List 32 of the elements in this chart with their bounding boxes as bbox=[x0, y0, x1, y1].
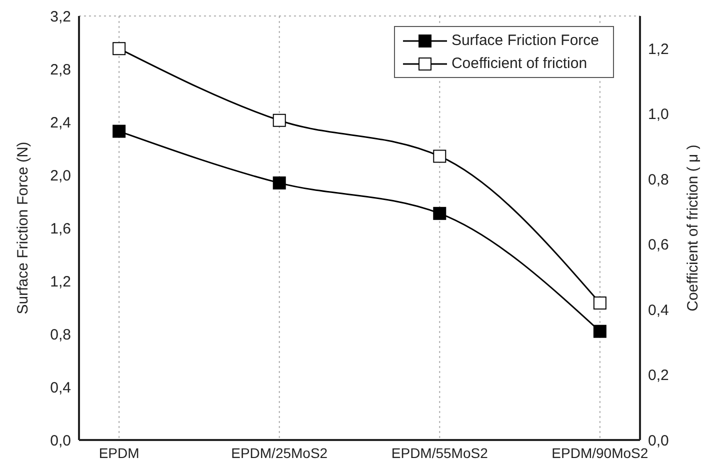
y2-tick-label: 1,0 bbox=[648, 106, 669, 124]
y2-tick-label: 0,6 bbox=[648, 236, 669, 254]
point bbox=[433, 150, 446, 163]
y-tick-label: 0,4 bbox=[50, 379, 71, 396]
y2-tick-label: 0,0 bbox=[648, 432, 669, 450]
legend-label: Surface Friction Force bbox=[451, 32, 599, 49]
point bbox=[112, 42, 126, 56]
point bbox=[593, 296, 606, 310]
y-tick-label: 0,8 bbox=[50, 326, 71, 344]
y-axis-title: Surface Friction Force (N) bbox=[14, 142, 32, 314]
point bbox=[112, 124, 126, 138]
point bbox=[272, 114, 286, 127]
x-tick-label: EPDM/90MoS2 bbox=[552, 444, 648, 461]
y-tick-label: 3,2 bbox=[50, 8, 71, 26]
y-tick-label: 1,6 bbox=[50, 220, 71, 238]
legend-label: Coefficient of friction bbox=[451, 55, 588, 72]
point bbox=[433, 206, 446, 220]
y2-tick-label: 1,2 bbox=[648, 40, 669, 58]
y2-tick-label: 0,2 bbox=[648, 367, 669, 384]
y2-tick-label: 0,4 bbox=[648, 302, 669, 319]
y2-tick-label: 0,8 bbox=[648, 171, 669, 188]
y-tick-label: 0,0 bbox=[50, 432, 71, 450]
point bbox=[272, 176, 286, 190]
y-tick-label: 2,8 bbox=[50, 61, 71, 78]
x-tick-label: EPDM/55MoS2 bbox=[391, 444, 488, 461]
x-tick-label: EPDM bbox=[98, 444, 140, 461]
point bbox=[593, 324, 606, 338]
y-tick-label: 1,2 bbox=[50, 273, 71, 290]
y2-axis-title: Coefficient of friction ( μ ) bbox=[684, 144, 702, 312]
x-tick-label: EPDM/25MoS2 bbox=[231, 444, 328, 461]
y-tick-label: 2,0 bbox=[50, 167, 71, 184]
y-tick-label: 2,4 bbox=[50, 114, 71, 132]
